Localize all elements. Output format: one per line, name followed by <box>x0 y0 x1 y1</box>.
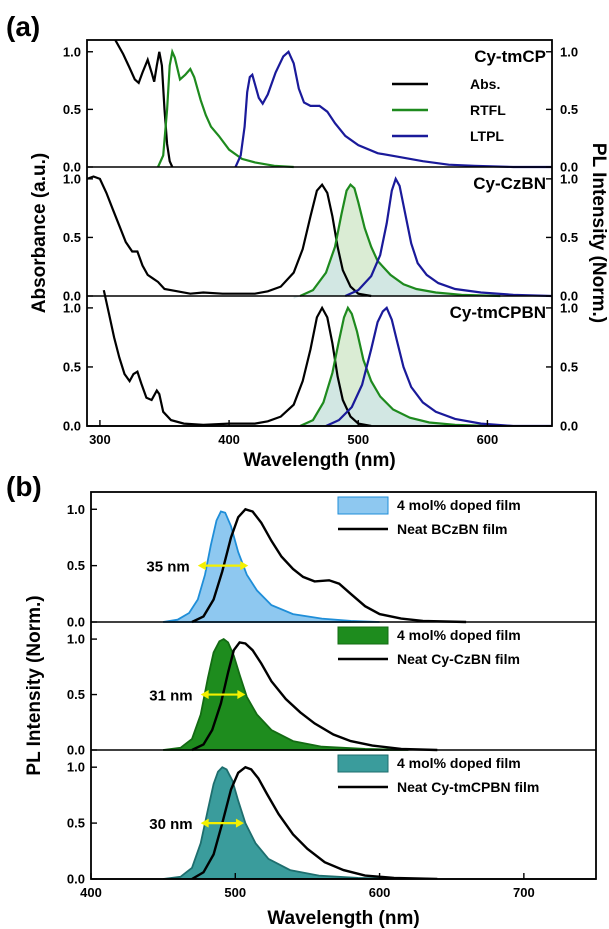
y-tick-label: 0.0 <box>67 743 85 758</box>
x-axis-label: Wavelength (nm) <box>267 908 419 929</box>
y-tick-label: 0.5 <box>63 230 81 245</box>
x-tick-label: 300 <box>89 432 111 447</box>
y-tick-label-right: 0.5 <box>560 359 578 374</box>
panel-b-label: (b) <box>6 471 42 502</box>
y-tick-label: 0.5 <box>67 816 85 831</box>
legend-swatch-doped <box>337 626 389 645</box>
y-tick-label: 1.0 <box>67 502 85 517</box>
rtfl-fill-area <box>300 307 488 426</box>
legend-label: Abs. <box>470 76 500 92</box>
fwhm-label: 35 nm <box>146 559 189 576</box>
x-tick-label: 500 <box>347 432 369 447</box>
y-tick-label-right: 1.0 <box>560 300 578 315</box>
rtfl-line <box>299 305 488 426</box>
abs-line <box>113 40 174 168</box>
fwhm-arrow-head-left <box>200 690 209 700</box>
legend-label: RTFL <box>470 102 506 118</box>
y-tick-label-right: 0.0 <box>560 289 578 304</box>
y-tick-label: 0.0 <box>63 289 81 304</box>
y-tick-label: 0.5 <box>67 558 85 573</box>
legend-label: 4 mol% doped film <box>397 627 521 643</box>
fwhm-arrow-head-right <box>240 561 249 571</box>
fwhm-label: 30 nm <box>149 816 192 833</box>
legend-label: LTPL <box>470 128 504 144</box>
x-tick-label: 500 <box>224 885 246 900</box>
y-tick-label: 1.0 <box>67 632 85 647</box>
y-tick-label-right: 0.0 <box>560 419 578 434</box>
legend-label: Neat Cy-tmCPBN film <box>397 779 539 795</box>
x-axis-label: Wavelength (nm) <box>243 450 395 471</box>
x-tick-label: 400 <box>80 885 102 900</box>
legend-label: 4 mol% doped film <box>397 497 521 513</box>
rtfl-line <box>299 183 501 298</box>
x-tick-label: 600 <box>369 885 391 900</box>
fwhm-arrow-head-left <box>197 561 206 571</box>
neat-film-line <box>191 641 438 752</box>
fwhm-arrow-head-left <box>200 818 209 828</box>
doped-film-area <box>162 638 409 751</box>
y-tick-label: 0.5 <box>67 687 85 702</box>
legend-swatch-doped <box>337 496 389 515</box>
y-tick-label: 0.0 <box>67 872 85 887</box>
panel-a-label: (a) <box>6 11 40 42</box>
y-tick-label: 1.0 <box>67 760 85 775</box>
x-tick-label: 400 <box>218 432 240 447</box>
abs-line <box>87 175 372 298</box>
panel-a-frame <box>86 39 553 427</box>
y-tick-label-right: 1.0 <box>560 171 578 186</box>
y-tick-label: 0.5 <box>63 102 81 117</box>
fwhm-arrow-head-right <box>237 690 246 700</box>
ltpl-line <box>344 176 552 298</box>
panel-b-frame <box>90 491 597 880</box>
y-tick-label: 0.5 <box>63 359 81 374</box>
legend-label: 4 mol% doped film <box>397 755 521 771</box>
y-tick-label: 1.0 <box>63 300 81 315</box>
y-tick-label-right: 0.0 <box>560 160 578 175</box>
chart-panel-a: 0.0 0.0 0.5 0.5 1.0 1.0 Cy-tmCP 0.0 0.0 0.5 0.5 1.0… <box>29 39 609 471</box>
y-tick-label: 0.0 <box>63 160 81 175</box>
legend-swatch-doped <box>337 754 389 773</box>
x-tick-label: 700 <box>513 885 535 900</box>
ltpl-line <box>234 49 552 169</box>
y-axis-label: Absorbance (a.u.) <box>29 153 50 313</box>
overlap-fill-area <box>293 360 514 426</box>
y-tick-label: 0.0 <box>63 419 81 434</box>
subplot-a-1 <box>113 40 552 169</box>
y-axis-label-right: PL Intensity (Norm.) <box>588 143 609 323</box>
subplot-title: Cy-tmCPBN <box>450 303 546 322</box>
subplot-a-3 <box>102 289 552 426</box>
subplot-a-2 <box>87 175 552 299</box>
rtfl-line <box>156 48 294 169</box>
ltpl-line <box>325 306 552 426</box>
y-tick-label-right: 0.5 <box>560 230 578 245</box>
y-tick-label-right: 1.0 <box>560 44 578 59</box>
y-axis-label: PL Intensity (Norm.) <box>24 595 45 775</box>
neat-film-line <box>191 507 467 624</box>
fwhm-arrow-head-right <box>235 818 244 828</box>
y-tick-label: 1.0 <box>63 44 81 59</box>
subplot-title: Cy-CzBN <box>473 174 546 193</box>
chart-panel-b: 35 nm 0.0 0.5 1.0 4 mol% doped film Neat BCzB… <box>24 491 597 929</box>
legend-label: Neat BCzBN film <box>397 521 507 537</box>
subplot-title: Cy-tmCP <box>474 47 546 66</box>
rtfl-fill-area <box>300 184 501 296</box>
neat-film-line <box>191 765 438 879</box>
y-tick-label: 0.0 <box>67 615 85 630</box>
x-tick-label: 600 <box>477 432 499 447</box>
abs-line <box>102 289 372 426</box>
y-tick-label-right: 0.5 <box>560 102 578 117</box>
fwhm-label: 31 nm <box>149 688 192 705</box>
legend-label: Neat Cy-CzBN film <box>397 651 520 667</box>
y-tick-label: 1.0 <box>63 171 81 186</box>
